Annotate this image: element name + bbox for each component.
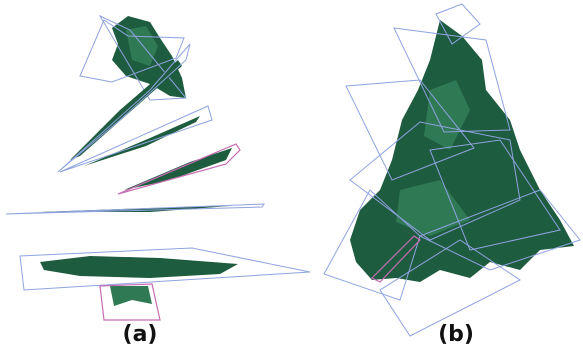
foliage bbox=[84, 116, 200, 166]
foliage bbox=[40, 256, 238, 278]
figure: (a) (b) bbox=[0, 0, 583, 355]
foliage bbox=[350, 20, 574, 282]
panel-label: (b) bbox=[438, 322, 474, 347]
panel-b: (b) bbox=[324, 4, 580, 347]
foliage bbox=[110, 286, 152, 306]
panel-label: (a) bbox=[123, 322, 158, 347]
cluster-outline bbox=[6, 204, 264, 214]
panel-a: (a) bbox=[6, 16, 310, 347]
cluster-outline bbox=[60, 106, 212, 172]
